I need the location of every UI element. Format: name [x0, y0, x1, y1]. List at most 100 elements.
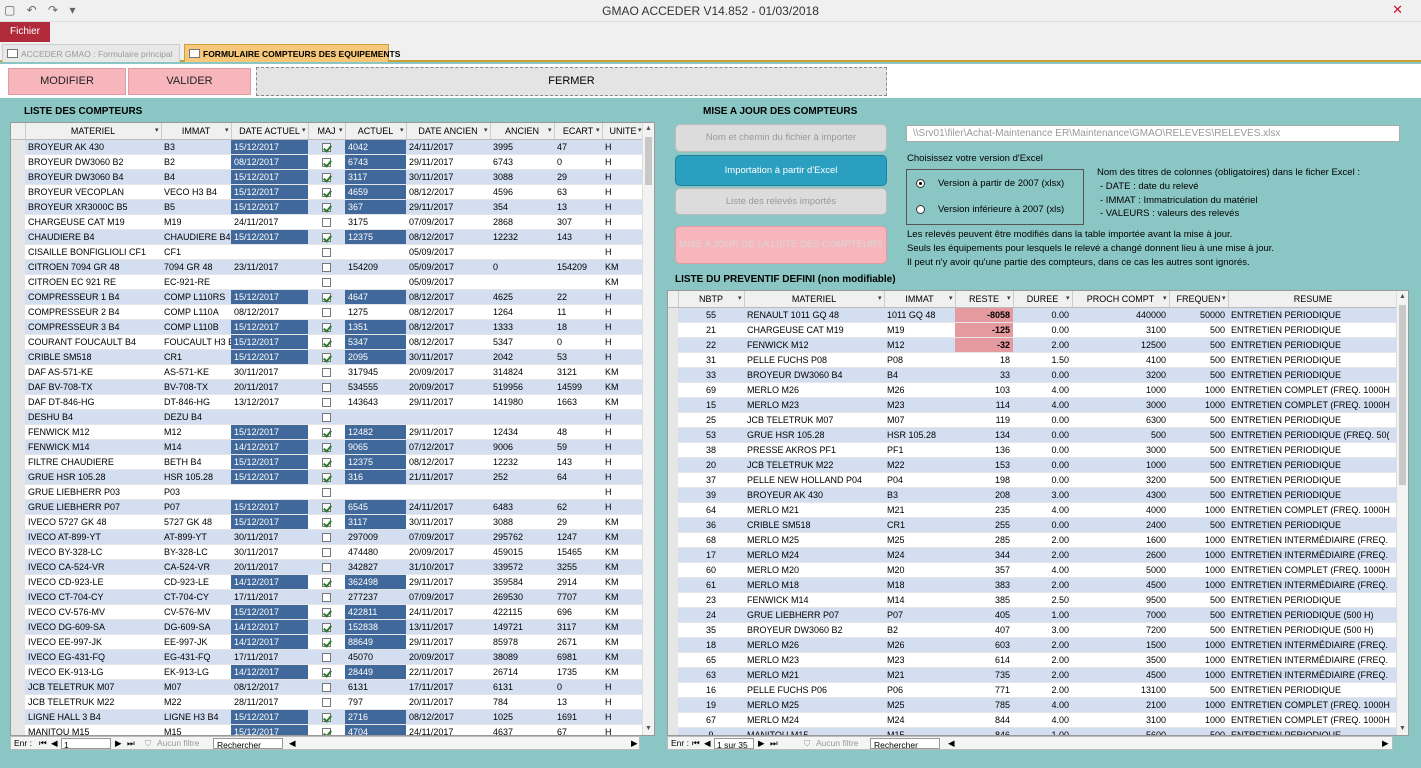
table-row[interactable]: 53 GRUE HSR 105.28 HSR 105.28 134 0.00 500 500… [668, 427, 1398, 443]
table-cell[interactable]: 6743 [490, 154, 554, 170]
row-selector[interactable] [668, 682, 678, 698]
table-cell[interactable]: BROYEUR DW3060 B2 [25, 154, 161, 170]
table-cell[interactable]: 3100 [1072, 712, 1169, 728]
table-cell[interactable]: B2 [884, 622, 955, 638]
table-cell[interactable]: 17/11/2017 [231, 649, 308, 665]
table-cell[interactable]: BY-328-LC [161, 544, 231, 560]
maj-checkbox-cell[interactable] [308, 229, 345, 245]
table-cell[interactable]: 20/11/2017 [231, 379, 308, 395]
table-cell[interactable]: H [602, 214, 644, 230]
table-cell[interactable]: AT-899-YT [161, 529, 231, 545]
table-cell[interactable]: 48 [554, 424, 602, 440]
table-cell[interactable]: 3121 [554, 364, 602, 380]
table-cell[interactable]: 2.00 [1013, 337, 1072, 353]
table-cell[interactable]: 143643 [345, 394, 406, 410]
update-counters-button[interactable]: MISE A JOUR DE LA LISTE DES COMPTEURS [675, 226, 887, 264]
checkbox-icon[interactable] [322, 232, 331, 242]
nav-first-icon[interactable]: ⏮ [692, 738, 700, 748]
chevron-down-icon[interactable]: ▾ [1162, 295, 1167, 302]
table-cell[interactable]: PF1 [884, 442, 955, 458]
table-cell[interactable]: IVECO CD-923-LE [25, 574, 161, 590]
table-cell[interactable]: 500 [1169, 607, 1228, 623]
nav-first-icon[interactable]: ⏮ [39, 738, 47, 748]
row-selector[interactable] [11, 604, 25, 620]
table-cell[interactable]: 422811 [345, 604, 406, 620]
table-cell[interactable]: 0.00 [1013, 517, 1072, 533]
table-cell[interactable]: 38089 [490, 649, 554, 665]
table-cell[interactable]: 15/12/2017 [231, 604, 308, 620]
table-cell[interactable]: IVECO BY-328-LC [25, 544, 161, 560]
table-cell[interactable]: 08/12/2017 [406, 289, 490, 305]
table-cell[interactable]: 6131 [490, 679, 554, 695]
table-cell[interactable]: KM [602, 529, 644, 545]
table-cell[interactable]: 6300 [1072, 412, 1169, 428]
table-cell[interactable]: 0.00 [1013, 322, 1072, 338]
table-cell[interactable]: 59 [554, 439, 602, 455]
table-cell[interactable]: KM [602, 394, 644, 410]
maj-checkbox-cell[interactable] [308, 664, 345, 680]
table-cell[interactable]: 13/12/2017 [231, 394, 308, 410]
row-selector[interactable] [668, 442, 678, 458]
radio-icon[interactable] [916, 205, 925, 214]
table-cell[interactable]: MERLO M23 [744, 652, 884, 668]
table-cell[interactable]: 21 [678, 322, 744, 338]
table-cell[interactable]: 500 [1169, 592, 1228, 608]
maj-checkbox-cell[interactable] [308, 259, 345, 275]
table-row[interactable]: IVECO EK-913-LG EK-913-LG 14/12/2017 28449 2… [11, 664, 644, 680]
checkbox-icon[interactable] [322, 187, 331, 197]
row-selector[interactable] [11, 484, 25, 500]
filter-icon[interactable]: ⛉ [804, 738, 811, 748]
table-cell[interactable]: 22 [554, 289, 602, 305]
table-cell[interactable]: GRUE HSR 105.28 [25, 469, 161, 485]
hscroll-right-icon[interactable]: ▶ [1382, 738, 1389, 748]
column-header[interactable]: MATERIEL ▾ [744, 291, 885, 308]
checkbox-icon[interactable] [322, 607, 331, 617]
table-cell[interactable]: 17/11/2017 [406, 679, 490, 695]
table-row[interactable]: COMPRESSEUR 2 B4 COMP L110A 08/12/2017 1275… [11, 304, 644, 320]
table-cell[interactable]: M20 [884, 562, 955, 578]
table-cell[interactable]: ENTRETIEN PERIODIQUE [1228, 322, 1398, 338]
table-cell[interactable]: CISAILLE BONFIGLIOLI CF1 [25, 244, 161, 260]
row-selector[interactable] [668, 592, 678, 608]
row-selector[interactable] [668, 457, 678, 473]
row-selector[interactable] [668, 412, 678, 428]
table-cell[interactable]: 500 [1169, 352, 1228, 368]
table-cell[interactable]: JCB TELETRUK M22 [25, 694, 161, 710]
table-cell[interactable]: 4647 [345, 289, 406, 305]
row-selector[interactable] [11, 154, 25, 170]
table-cell[interactable]: FENWICK M14 [744, 592, 884, 608]
quick-access-toolbar[interactable]: ▢ ↶ ↷ ▾ [4, 3, 80, 17]
table-cell[interactable]: 153 [955, 457, 1013, 473]
checkbox-icon[interactable] [322, 277, 331, 287]
table-cell[interactable]: 269530 [490, 589, 554, 605]
table-cell[interactable]: MERLO M24 [744, 712, 884, 728]
checkbox-icon[interactable] [322, 652, 331, 662]
table-cell[interactable]: ENTRETIEN COMPLET (FREQ. 1000H [1228, 502, 1398, 518]
table-cell[interactable]: 5347 [490, 334, 554, 350]
table-cell[interactable]: KM [602, 649, 644, 665]
table-cell[interactable]: 1691 [554, 709, 602, 725]
table-cell[interactable]: 14/12/2017 [231, 634, 308, 650]
table-cell[interactable]: 1000 [1169, 562, 1228, 578]
table-cell[interactable]: 61 [678, 577, 744, 593]
table-cell[interactable]: 23 [678, 592, 744, 608]
table-cell[interactable]: H [602, 694, 644, 710]
table-cell[interactable]: 1000 [1169, 382, 1228, 398]
table-cell[interactable]: 2.00 [1013, 652, 1072, 668]
table-cell[interactable] [554, 409, 602, 425]
table-cell[interactable]: 18 [955, 352, 1013, 368]
table-cell[interactable]: IVECO CA-524-VR [25, 559, 161, 575]
row-selector[interactable] [11, 514, 25, 530]
table-cell[interactable]: H [602, 304, 644, 320]
table-cell[interactable]: 07/09/2017 [406, 529, 490, 545]
table-cell[interactable]: 3117 [345, 514, 406, 530]
table-row[interactable]: IVECO EE-997-JK EE-997-JK 14/12/2017 88649 2… [11, 634, 644, 650]
maj-checkbox-cell[interactable] [308, 289, 345, 305]
table-cell[interactable] [231, 409, 308, 425]
maj-checkbox-cell[interactable] [308, 679, 345, 695]
table-row[interactable]: MANITOU M15 M15 15/12/2017 4704 24/11/2017 46… [11, 724, 644, 735]
row-selector[interactable] [11, 394, 25, 410]
table-cell[interactable]: 7094 GR 48 [161, 259, 231, 275]
table-cell[interactable]: 154209 [554, 259, 602, 275]
table-cell[interactable]: ENTRETIEN PERIODIQUE [1228, 442, 1398, 458]
